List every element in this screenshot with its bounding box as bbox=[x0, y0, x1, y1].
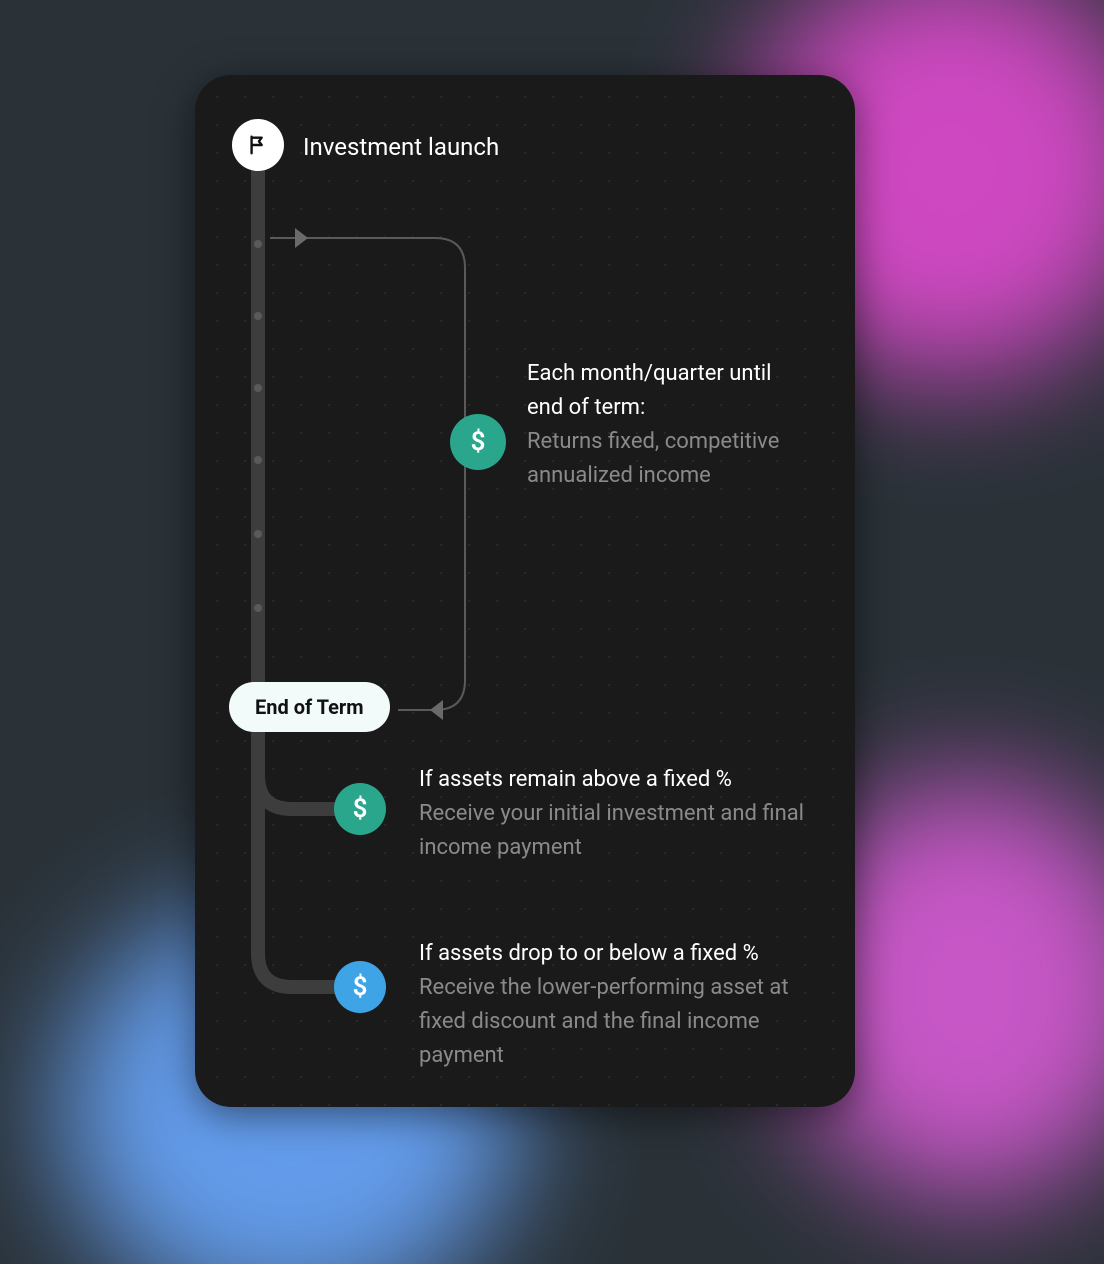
timeline-tick bbox=[254, 456, 262, 464]
dollar-icon: $ bbox=[471, 427, 486, 457]
periodic-title: Each month/quarter until end of term: bbox=[527, 357, 787, 425]
end-of-term-pill: End of Term bbox=[229, 682, 390, 732]
timeline-tick bbox=[254, 530, 262, 538]
timeline-tick bbox=[254, 604, 262, 612]
periodic-income-node: $ bbox=[450, 414, 506, 470]
outcome-down-node: $ bbox=[334, 961, 386, 1013]
periodic-sub: Returns fixed, competitive annualized in… bbox=[527, 425, 787, 493]
flag-icon bbox=[247, 134, 269, 156]
periodic-text: Each month/quarter until end of term: Re… bbox=[527, 357, 787, 493]
timeline-tick bbox=[254, 312, 262, 320]
launch-node bbox=[232, 119, 284, 171]
outcome-up-node: $ bbox=[334, 783, 386, 835]
timeline-tick bbox=[254, 384, 262, 392]
dollar-icon: $ bbox=[353, 972, 368, 1002]
arrow-left-icon bbox=[430, 700, 443, 720]
arrow-right-icon bbox=[295, 228, 308, 248]
outcome-down-title: If assets drop to or below a fixed % bbox=[419, 937, 829, 971]
stage: Investment launch $ Each month/quarter u… bbox=[0, 0, 1104, 1264]
timeline-tick bbox=[254, 240, 262, 248]
outcome-up-text: If assets remain above a fixed % Receive… bbox=[419, 763, 819, 865]
launch-label: Investment launch bbox=[303, 133, 499, 161]
outcome-up-title: If assets remain above a fixed % bbox=[419, 763, 819, 797]
outcome-up-sub: Receive your initial investment and fina… bbox=[419, 797, 819, 865]
outcome-down-sub: Receive the lower-performing asset at fi… bbox=[419, 971, 829, 1073]
dollar-icon: $ bbox=[353, 794, 368, 824]
info-card: Investment launch $ Each month/quarter u… bbox=[195, 75, 855, 1107]
outcome-down-text: If assets drop to or below a fixed % Rec… bbox=[419, 937, 829, 1073]
